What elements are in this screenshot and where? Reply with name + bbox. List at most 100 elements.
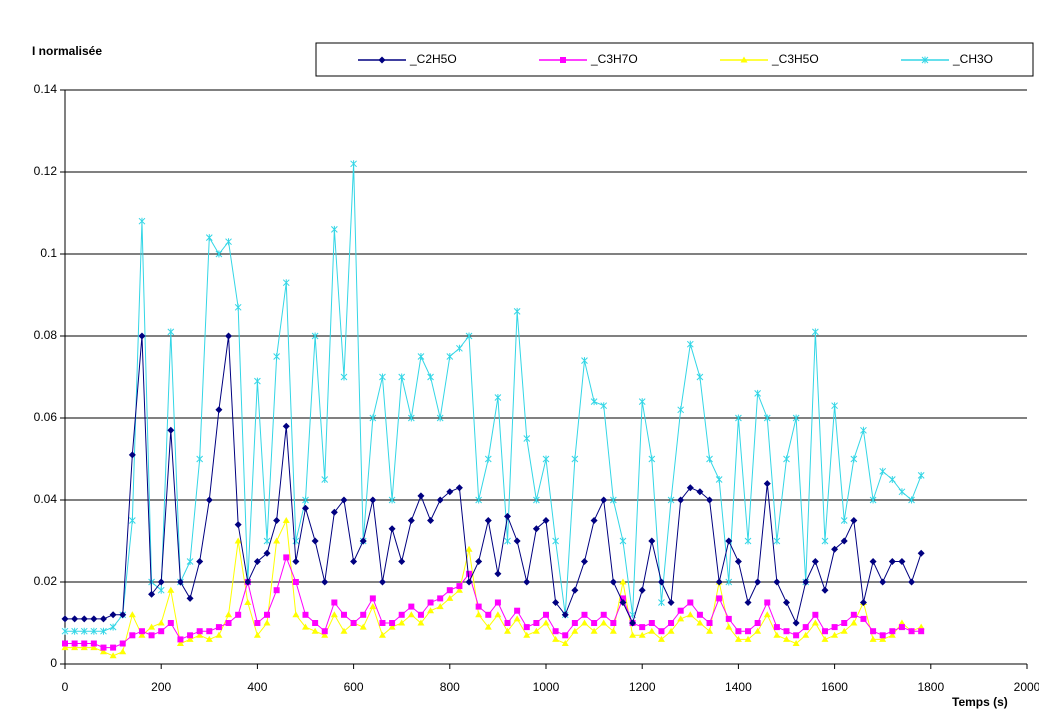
marker bbox=[196, 631, 204, 638]
marker bbox=[561, 611, 569, 619]
marker bbox=[90, 627, 98, 635]
marker bbox=[879, 578, 887, 586]
marker bbox=[745, 628, 752, 635]
marker bbox=[571, 627, 579, 634]
marker bbox=[523, 631, 531, 638]
marker bbox=[225, 611, 233, 618]
marker bbox=[417, 353, 425, 360]
marker bbox=[312, 620, 319, 626]
marker bbox=[783, 599, 790, 606]
marker bbox=[138, 631, 146, 638]
marker bbox=[763, 480, 771, 488]
marker bbox=[186, 635, 194, 642]
marker bbox=[802, 624, 809, 631]
marker bbox=[552, 599, 560, 606]
marker bbox=[186, 594, 194, 602]
marker bbox=[870, 628, 877, 635]
marker bbox=[99, 615, 107, 623]
marker bbox=[840, 627, 848, 634]
marker bbox=[734, 558, 742, 565]
marker bbox=[273, 353, 280, 360]
marker bbox=[378, 578, 386, 586]
marker bbox=[485, 611, 492, 618]
marker bbox=[841, 620, 848, 626]
marker bbox=[648, 620, 655, 626]
marker bbox=[792, 619, 800, 627]
marker bbox=[879, 632, 886, 639]
marker bbox=[71, 640, 78, 647]
marker bbox=[244, 599, 252, 605]
marker bbox=[311, 537, 319, 545]
marker bbox=[783, 635, 790, 642]
marker bbox=[609, 496, 617, 504]
marker bbox=[350, 160, 357, 168]
marker bbox=[888, 558, 896, 565]
marker bbox=[254, 620, 261, 626]
marker bbox=[484, 623, 492, 630]
marker bbox=[321, 578, 329, 586]
marker bbox=[128, 451, 136, 459]
marker bbox=[513, 615, 521, 622]
marker bbox=[590, 398, 598, 406]
marker bbox=[398, 373, 406, 381]
marker bbox=[571, 455, 579, 463]
marker bbox=[215, 406, 223, 414]
marker bbox=[340, 373, 348, 381]
marker bbox=[138, 628, 145, 635]
marker bbox=[455, 484, 463, 492]
marker bbox=[475, 603, 482, 610]
marker bbox=[552, 635, 560, 642]
marker bbox=[888, 631, 896, 638]
marker bbox=[446, 488, 454, 496]
marker bbox=[235, 611, 242, 618]
marker bbox=[821, 586, 829, 594]
marker bbox=[744, 599, 752, 606]
marker bbox=[205, 635, 213, 642]
marker bbox=[888, 476, 896, 483]
marker bbox=[821, 635, 829, 642]
marker bbox=[619, 578, 627, 585]
marker bbox=[793, 632, 800, 639]
x-axis-title: Temps (s) bbox=[952, 695, 1008, 709]
marker bbox=[408, 603, 415, 610]
marker bbox=[600, 402, 608, 410]
marker bbox=[206, 628, 213, 635]
marker bbox=[417, 619, 425, 626]
marker bbox=[148, 632, 155, 639]
marker bbox=[407, 414, 415, 422]
marker bbox=[205, 234, 213, 242]
marker bbox=[696, 488, 704, 496]
marker bbox=[62, 640, 68, 647]
marker bbox=[648, 537, 656, 545]
x-tick-label: 800 bbox=[440, 680, 460, 694]
y-tick-label: 0.12 bbox=[34, 164, 58, 178]
marker bbox=[706, 620, 713, 626]
marker bbox=[619, 595, 626, 602]
marker bbox=[167, 620, 174, 626]
marker bbox=[475, 496, 483, 504]
marker bbox=[773, 631, 781, 638]
marker bbox=[389, 620, 396, 626]
legend-label: _C3H5O bbox=[771, 52, 819, 66]
marker bbox=[119, 611, 127, 619]
marker bbox=[176, 578, 184, 586]
marker bbox=[696, 619, 704, 626]
y-tick-label: 0 bbox=[50, 656, 57, 670]
marker bbox=[263, 619, 271, 626]
marker bbox=[254, 377, 261, 385]
marker bbox=[80, 615, 88, 623]
marker bbox=[436, 414, 444, 422]
marker bbox=[648, 627, 656, 634]
marker bbox=[619, 599, 627, 606]
marker bbox=[735, 414, 742, 422]
marker bbox=[264, 611, 271, 618]
marker bbox=[379, 373, 386, 381]
marker bbox=[792, 414, 800, 422]
marker bbox=[706, 455, 713, 463]
legend-marker bbox=[740, 56, 748, 63]
marker bbox=[446, 587, 453, 594]
marker bbox=[850, 611, 857, 618]
marker bbox=[783, 628, 790, 635]
marker bbox=[475, 611, 483, 618]
marker bbox=[465, 545, 473, 552]
